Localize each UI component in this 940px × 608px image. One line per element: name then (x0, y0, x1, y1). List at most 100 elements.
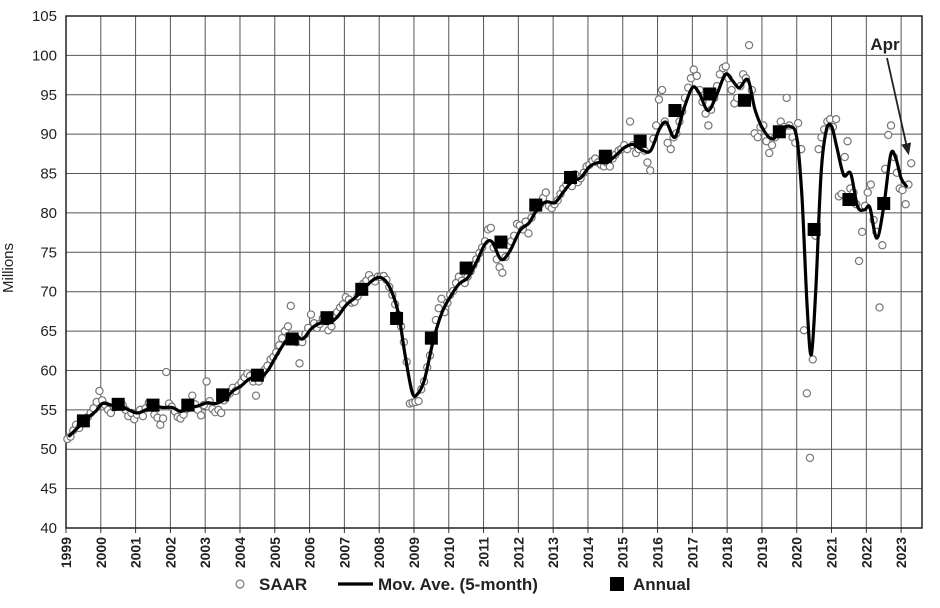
saar-point (840, 152, 849, 162)
x-tick-label: 2004 (232, 537, 248, 568)
saar-point (721, 62, 730, 71)
saar-point (793, 118, 803, 128)
y-tick-label: 55 (40, 402, 57, 419)
annotation-label: Apr (870, 35, 900, 54)
legend-annual-label: Annual (633, 575, 691, 594)
legend-saar-label: SAAR (259, 575, 307, 594)
annual-marker (807, 222, 821, 236)
saar-point (802, 389, 812, 398)
y-tick-label: 65 (40, 323, 57, 340)
x-tick-label: 2000 (93, 537, 109, 568)
annual-marker (772, 125, 786, 139)
x-tick-label: 2005 (267, 537, 283, 568)
saar-point (727, 85, 736, 95)
saar-point (286, 301, 295, 311)
saar-point (216, 408, 226, 418)
y-tick-label: 40 (40, 520, 57, 537)
saar-point (306, 310, 316, 319)
saar-point (753, 133, 762, 142)
saar-point (498, 268, 507, 277)
moving-average-line (67, 72, 908, 438)
x-tick-label: 2002 (162, 537, 178, 568)
annual-marker (111, 397, 125, 411)
saar-point (831, 114, 841, 124)
saar-point (196, 411, 206, 420)
plot-frame (65, 15, 923, 529)
saar-point (158, 414, 168, 423)
saar-point (251, 391, 261, 400)
saar-point (202, 377, 211, 386)
x-tick-label: 2012 (510, 537, 526, 568)
y-tick-label: 100 (32, 47, 57, 64)
annual-marker (564, 170, 578, 184)
saar-point (901, 200, 910, 209)
legend-moving-average-label: Mov. Ave. (5-month) (378, 575, 538, 594)
saar-point (188, 391, 197, 400)
saar-point (437, 294, 446, 303)
annual-marker (181, 398, 195, 412)
saar-point (744, 40, 754, 50)
saar-point (762, 137, 771, 146)
saar-point (654, 95, 664, 104)
saar-point (843, 137, 852, 146)
x-tick-label: 2014 (580, 537, 596, 568)
saar-point (854, 256, 864, 266)
saar-point (814, 144, 823, 154)
annual-marker (494, 235, 508, 249)
x-tick-label: 2010 (441, 537, 457, 568)
annual-marker (76, 414, 90, 428)
x-tick-label: 1999 (58, 537, 74, 568)
annual-marker (285, 332, 299, 346)
y-tick-label: 85 (40, 166, 57, 183)
saar-point (283, 322, 293, 331)
saar-point (799, 326, 809, 335)
saar-point (646, 166, 655, 175)
saar-point (692, 71, 702, 81)
saar-point (907, 159, 916, 168)
annual-marker (216, 388, 230, 402)
x-tick-label: 2003 (197, 537, 213, 568)
y-tick-label: 75 (40, 244, 57, 261)
annual-marker (633, 134, 647, 148)
annotation-arrow-line (886, 57, 909, 152)
saar-point (524, 229, 533, 238)
y-tick-label: 60 (40, 362, 57, 379)
x-tick-label: 2019 (754, 537, 770, 568)
y-tick-label: 70 (40, 284, 57, 301)
saar-point (805, 453, 815, 463)
saar-point (857, 227, 867, 237)
x-tick-label: 2021 (824, 537, 840, 568)
annual-marker (598, 149, 612, 163)
y-tick-label: 45 (40, 481, 57, 498)
y-tick-label: 105 (32, 8, 57, 25)
x-tick-label: 2020 (789, 537, 805, 568)
saar-point (625, 117, 635, 126)
data-layer (63, 40, 916, 463)
annual-marker (390, 311, 404, 325)
saar-point (605, 162, 615, 171)
saar-point (808, 355, 817, 364)
saar-point (898, 185, 907, 195)
annual-marker (459, 261, 473, 275)
annual-marker (738, 93, 752, 107)
x-tick-label: 2023 (893, 537, 909, 568)
y-axis-title: Millions (0, 243, 17, 293)
axis-layer: 40 45 50 55 60 65 70 75 80 85 90 95 100 105 1999 2000 20… (32, 8, 923, 568)
saar-point (878, 241, 887, 250)
saar-point (863, 188, 872, 197)
saar-point (414, 396, 423, 406)
x-tick-label: 2022 (858, 537, 874, 568)
annual-marker (355, 282, 369, 296)
annual-series (76, 87, 891, 428)
annual-marker (250, 368, 264, 382)
saar-point (875, 303, 884, 312)
legend: SAAR Mov. Ave. (5-month) Annual (235, 575, 691, 594)
saar-point (541, 188, 551, 197)
legend-saar-marker (235, 579, 245, 589)
annotation-layer: Apr (870, 35, 912, 156)
saar-point (95, 386, 104, 396)
y-tick-label: 90 (40, 126, 57, 143)
annual-marker (424, 331, 438, 345)
